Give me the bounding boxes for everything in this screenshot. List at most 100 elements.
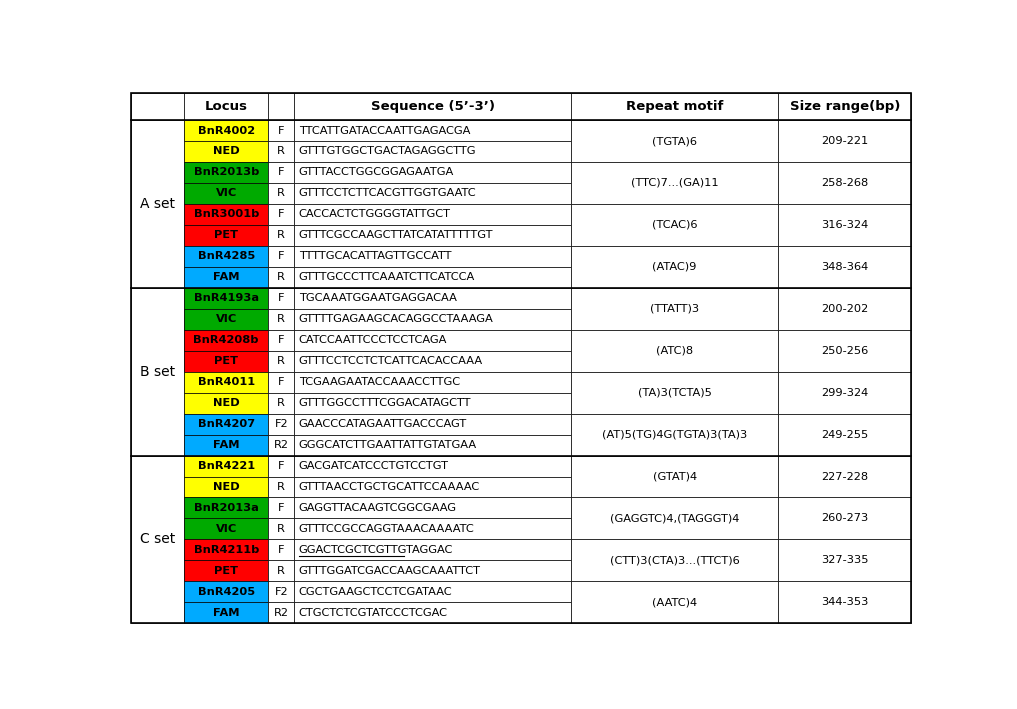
Bar xyxy=(572,288,778,330)
Bar xyxy=(294,288,572,308)
Text: FAM: FAM xyxy=(213,272,239,282)
Text: GAGGTTACAAGTCGGCGAAG: GAGGTTACAAGTCGGCGAAG xyxy=(299,503,457,513)
Bar xyxy=(778,413,911,456)
Text: GTTTCCTCTTCACGTTGGTGAATC: GTTTCCTCTTCACGTTGGTGAATC xyxy=(299,189,476,199)
Text: R: R xyxy=(278,272,285,282)
Text: BnR3001b: BnR3001b xyxy=(193,209,259,219)
Text: A set: A set xyxy=(140,197,175,211)
Text: BnR4207: BnR4207 xyxy=(197,419,255,429)
Text: NED: NED xyxy=(213,147,240,157)
Text: GGGCATCTTGAATTATTGTATGAA: GGGCATCTTGAATTATTGTATGAA xyxy=(299,440,477,450)
Bar xyxy=(294,183,572,204)
Text: NED: NED xyxy=(213,398,240,408)
Bar xyxy=(268,456,294,476)
Bar xyxy=(268,204,294,225)
Bar xyxy=(268,372,294,393)
Text: BnR4011: BnR4011 xyxy=(197,377,255,387)
Bar xyxy=(184,120,268,141)
Text: R: R xyxy=(278,566,285,576)
Text: R: R xyxy=(278,482,285,492)
Text: VIC: VIC xyxy=(216,314,237,324)
Text: R: R xyxy=(278,356,285,366)
Bar xyxy=(184,162,268,183)
Bar xyxy=(268,560,294,581)
Text: 344-353: 344-353 xyxy=(821,598,869,608)
Bar xyxy=(572,120,778,162)
Text: F: F xyxy=(278,377,285,387)
Text: GGACTCGCTCGTTGTAGGAC: GGACTCGCTCGTTGTAGGAC xyxy=(299,545,454,555)
Bar xyxy=(294,351,572,372)
Bar xyxy=(184,225,268,246)
Bar xyxy=(268,183,294,204)
Text: R: R xyxy=(278,524,285,534)
Text: FAM: FAM xyxy=(213,440,239,450)
Bar xyxy=(268,308,294,330)
Bar xyxy=(778,581,911,623)
Bar xyxy=(268,476,294,498)
Bar xyxy=(268,498,294,518)
Text: GAACCCATAGAATTGACCCAGT: GAACCCATAGAATTGACCCAGT xyxy=(299,419,467,429)
Bar xyxy=(778,204,911,246)
Bar xyxy=(294,498,572,518)
Text: FAM: FAM xyxy=(213,608,239,618)
Text: (AATC)4: (AATC)4 xyxy=(652,598,697,608)
Bar xyxy=(294,518,572,540)
Bar xyxy=(131,456,184,623)
Bar xyxy=(294,435,572,456)
Text: R: R xyxy=(278,314,285,324)
Bar xyxy=(294,540,572,560)
Text: Sequence (5’-3’): Sequence (5’-3’) xyxy=(370,100,494,113)
Bar xyxy=(778,330,911,372)
Bar xyxy=(294,560,572,581)
Text: BnR2013b: BnR2013b xyxy=(193,167,259,177)
Text: R: R xyxy=(278,147,285,157)
Bar xyxy=(268,540,294,560)
Bar xyxy=(131,93,184,120)
Text: TCGAAGAATACCAAACCTTGC: TCGAAGAATACCAAACCTTGC xyxy=(299,377,460,387)
Bar xyxy=(572,330,778,372)
Text: F: F xyxy=(278,545,285,555)
Bar xyxy=(268,120,294,141)
Text: 316-324: 316-324 xyxy=(821,220,869,230)
Bar xyxy=(268,351,294,372)
Bar xyxy=(572,93,778,120)
Text: GTTTGGCCTTTCGGACATAGCTT: GTTTGGCCTTTCGGACATAGCTT xyxy=(299,398,471,408)
Text: Locus: Locus xyxy=(204,100,248,113)
Bar xyxy=(268,162,294,183)
Text: (ATAC)9: (ATAC)9 xyxy=(652,262,697,272)
Bar xyxy=(184,456,268,476)
Text: GTTTCGCCAAGCTTATCATATTTTTGT: GTTTCGCCAAGCTTATCATATTTTTGT xyxy=(299,230,493,240)
Bar xyxy=(184,372,268,393)
Bar xyxy=(184,581,268,603)
Bar xyxy=(778,120,911,162)
Text: BnR2013a: BnR2013a xyxy=(194,503,258,513)
Bar xyxy=(294,267,572,288)
Bar xyxy=(184,246,268,267)
Bar xyxy=(268,413,294,435)
Text: R2: R2 xyxy=(274,440,289,450)
Text: B set: B set xyxy=(140,364,175,379)
Bar xyxy=(294,476,572,498)
Bar xyxy=(294,330,572,351)
Text: 249-255: 249-255 xyxy=(821,430,869,440)
Text: F: F xyxy=(278,461,285,471)
Bar xyxy=(778,498,911,540)
Bar xyxy=(294,372,572,393)
Text: F: F xyxy=(278,503,285,513)
Text: F2: F2 xyxy=(275,419,288,429)
Text: (GAGGTC)4,(TAGGGT)4: (GAGGTC)4,(TAGGGT)4 xyxy=(610,513,739,523)
Bar xyxy=(184,204,268,225)
Bar xyxy=(294,141,572,162)
Bar xyxy=(184,183,268,204)
Bar xyxy=(268,225,294,246)
Text: BnR4285: BnR4285 xyxy=(197,252,255,262)
Bar xyxy=(778,372,911,413)
Bar xyxy=(572,456,778,498)
Bar xyxy=(572,413,778,456)
Text: 200-202: 200-202 xyxy=(821,303,869,314)
Bar xyxy=(184,603,268,623)
Bar xyxy=(778,162,911,204)
Text: CACCACTCTGGGGTATTGCT: CACCACTCTGGGGTATTGCT xyxy=(299,209,451,219)
Text: 260-273: 260-273 xyxy=(821,513,869,523)
Text: BnR4211b: BnR4211b xyxy=(193,545,259,555)
